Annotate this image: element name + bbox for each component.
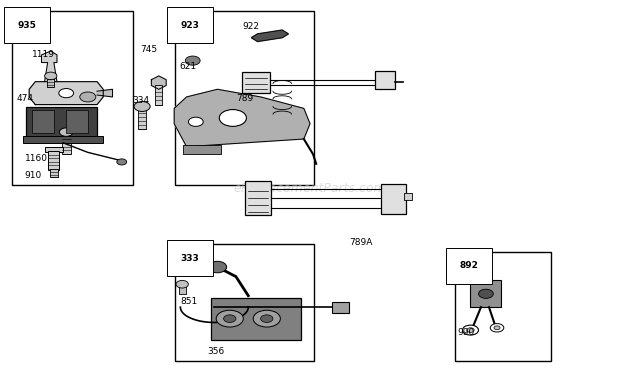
Bar (175, 11, 314, 185)
Circle shape (188, 117, 203, 126)
Text: 892: 892 (460, 261, 479, 270)
Text: 334: 334 (132, 96, 149, 105)
Bar (66, 110, 88, 133)
Text: 745: 745 (140, 45, 157, 54)
Text: 1119: 1119 (32, 50, 55, 59)
Bar (179, 284, 186, 294)
Text: 474: 474 (17, 94, 34, 103)
Bar (50, 169, 58, 177)
Bar (245, 181, 271, 216)
Circle shape (463, 325, 479, 335)
Bar (26, 107, 97, 137)
Bar (48, 151, 60, 169)
Text: 910: 910 (25, 171, 42, 180)
Circle shape (134, 102, 150, 112)
Bar (12, 11, 133, 185)
Bar (175, 244, 314, 361)
Bar (471, 280, 502, 307)
Text: 851: 851 (180, 297, 198, 306)
Text: 621: 621 (180, 62, 197, 71)
Circle shape (219, 110, 246, 126)
Bar (45, 147, 63, 152)
Bar (404, 193, 412, 200)
Circle shape (80, 92, 96, 102)
Polygon shape (151, 76, 166, 89)
Text: 333: 333 (180, 254, 199, 263)
Text: 935: 935 (17, 20, 37, 30)
Text: 1160: 1160 (25, 154, 48, 163)
Bar (23, 136, 104, 143)
Text: 922: 922 (242, 22, 259, 31)
Circle shape (185, 56, 200, 65)
Polygon shape (29, 82, 104, 105)
Bar (138, 107, 146, 129)
Text: eReplacementParts.com: eReplacementParts.com (234, 182, 386, 195)
Bar (332, 302, 349, 313)
Bar (32, 110, 54, 133)
Circle shape (253, 310, 280, 327)
Circle shape (494, 326, 500, 330)
Polygon shape (251, 30, 288, 42)
Text: 789A: 789A (349, 238, 372, 247)
Circle shape (59, 89, 74, 98)
Polygon shape (97, 89, 112, 97)
Bar (155, 85, 162, 105)
Circle shape (60, 128, 73, 136)
Bar (62, 132, 71, 154)
Bar (47, 76, 55, 87)
Polygon shape (42, 51, 57, 82)
Circle shape (224, 315, 236, 323)
Text: 789: 789 (236, 94, 253, 103)
Circle shape (490, 324, 504, 332)
Circle shape (467, 328, 474, 332)
Circle shape (45, 72, 57, 80)
Bar (375, 71, 394, 89)
Bar (242, 72, 270, 93)
Bar (455, 252, 551, 361)
Circle shape (176, 280, 188, 288)
Text: 990: 990 (457, 328, 474, 336)
Bar (211, 298, 301, 340)
Polygon shape (174, 89, 310, 147)
Text: 356: 356 (207, 347, 224, 357)
Circle shape (117, 159, 126, 165)
Text: 923: 923 (180, 20, 199, 30)
Circle shape (479, 289, 494, 298)
Circle shape (216, 310, 243, 327)
Circle shape (208, 261, 227, 273)
Circle shape (260, 315, 273, 323)
Bar (381, 184, 405, 214)
Bar (184, 145, 221, 154)
